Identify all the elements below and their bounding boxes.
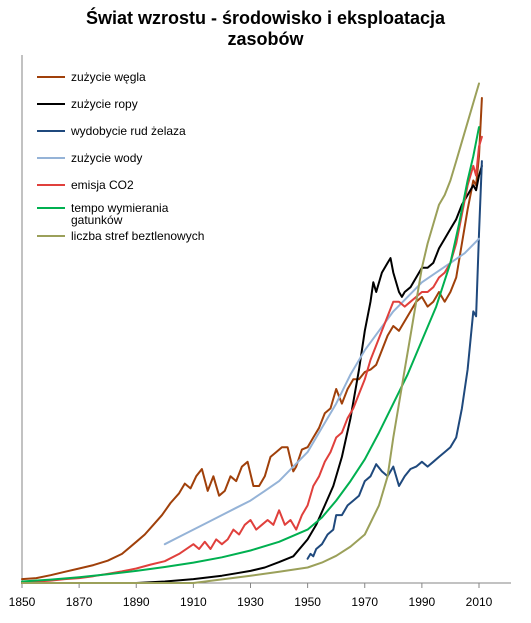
legend-label: zużycie węgla bbox=[71, 70, 146, 84]
legend-label: tempo wymierania gatunków bbox=[71, 201, 169, 227]
series-line-wydobycie-rud-żelaza bbox=[306, 160, 483, 560]
chart-title-line-1: Świat wzrostu - środowisko i eksploatacj… bbox=[85, 8, 446, 28]
x-tick-label: 1930 bbox=[237, 595, 264, 609]
series-line-tempo-wymierania-gatunków bbox=[21, 126, 480, 583]
legend: zużycie węgla zużycie ropy wydobycie rud ż… bbox=[37, 70, 204, 243]
legend-item: zużycie ropy bbox=[37, 97, 138, 111]
legend-item: zużycie węgla bbox=[37, 70, 146, 84]
legend-label: zużycie wody bbox=[71, 151, 142, 165]
x-tick-label: 1970 bbox=[351, 595, 378, 609]
legend-item: tempo wymierania gatunków bbox=[37, 201, 169, 227]
legend-label: wydobycie rud żelaza bbox=[70, 124, 186, 138]
legend-item: emisja CO2 bbox=[37, 178, 134, 192]
legend-item: liczba stref beztlenowych bbox=[37, 229, 204, 243]
series-line-zużycie-ropy bbox=[21, 164, 483, 584]
legend-item: zużycie wody bbox=[37, 151, 142, 165]
series-line-zużycie-wody bbox=[163, 237, 480, 546]
legend-item: wydobycie rud żelaza bbox=[37, 124, 186, 138]
series-line-zużycie-węgla bbox=[21, 97, 483, 581]
legend-label: zużycie ropy bbox=[71, 97, 138, 111]
x-tick-label: 1890 bbox=[123, 595, 150, 609]
x-tick-label: 1870 bbox=[66, 595, 93, 609]
x-tick-label: 1990 bbox=[409, 595, 436, 609]
x-tick-label: 1910 bbox=[180, 595, 207, 609]
series-layer bbox=[21, 82, 483, 584]
x-tick-label: 1850 bbox=[9, 595, 36, 609]
chart-title-line-2: zasobów bbox=[227, 29, 304, 49]
series-line-liczba-stref-beztlenowych bbox=[21, 82, 480, 584]
chart-title: Świat wzrostu - środowisko i eksploatacj… bbox=[0, 8, 531, 50]
legend-label: liczba stref beztlenowych bbox=[71, 229, 204, 243]
legend-label: emisja CO2 bbox=[71, 178, 134, 192]
series-line-emisja-co2 bbox=[21, 135, 483, 583]
x-tick-label: 1950 bbox=[294, 595, 321, 609]
x-tick-label: 2010 bbox=[466, 595, 493, 609]
